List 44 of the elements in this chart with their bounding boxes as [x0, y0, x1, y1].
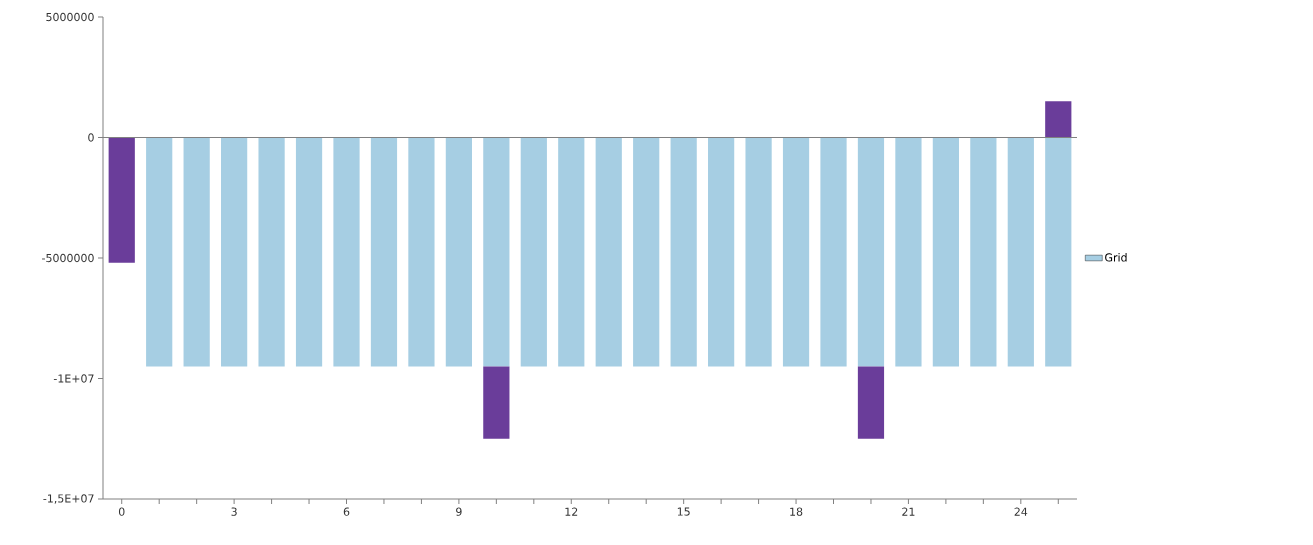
y-tick-label: -1,5E+07 [43, 494, 94, 504]
bar [857, 366, 885, 439]
bar [857, 137, 885, 367]
bar [782, 137, 810, 367]
bar [932, 137, 960, 367]
y-tick-label: 5000000 [46, 12, 94, 22]
bar [445, 137, 472, 367]
bar [108, 137, 135, 263]
bar [558, 137, 585, 367]
x-tick-label: 21 [902, 507, 915, 516]
x-tick-label: 18 [790, 507, 803, 516]
bar [1007, 137, 1034, 367]
bar [633, 137, 660, 367]
x-tick-label: 9 [456, 507, 462, 516]
bar [745, 137, 772, 367]
y-tick-label: -1E+07 [53, 374, 94, 383]
bar [146, 137, 173, 367]
legend-label: Grid [1105, 253, 1127, 262]
x-tick-label: 24 [1014, 507, 1028, 516]
bar [483, 137, 510, 367]
x-tick-label: 12 [565, 507, 578, 516]
bar [820, 137, 847, 367]
bar [595, 137, 622, 367]
x-tick-label: 0 [118, 507, 125, 516]
y-tick-label: -5000000 [42, 253, 94, 263]
bar [408, 137, 435, 367]
x-tick-label: 3 [231, 507, 237, 516]
bar [708, 137, 735, 367]
bar [895, 137, 922, 367]
bar [221, 137, 248, 367]
bar [183, 137, 210, 367]
bar [970, 137, 997, 367]
bar [295, 137, 323, 367]
bar [1045, 137, 1072, 367]
y-tick-label: 0 [88, 133, 94, 142]
bar [670, 137, 697, 367]
bar [483, 366, 510, 439]
bar [520, 137, 547, 367]
bar [258, 137, 285, 367]
bar [1045, 101, 1072, 138]
bar [370, 137, 398, 367]
x-tick-label: 15 [677, 507, 690, 516]
bar [333, 137, 360, 367]
x-tick-label: 6 [343, 507, 350, 516]
